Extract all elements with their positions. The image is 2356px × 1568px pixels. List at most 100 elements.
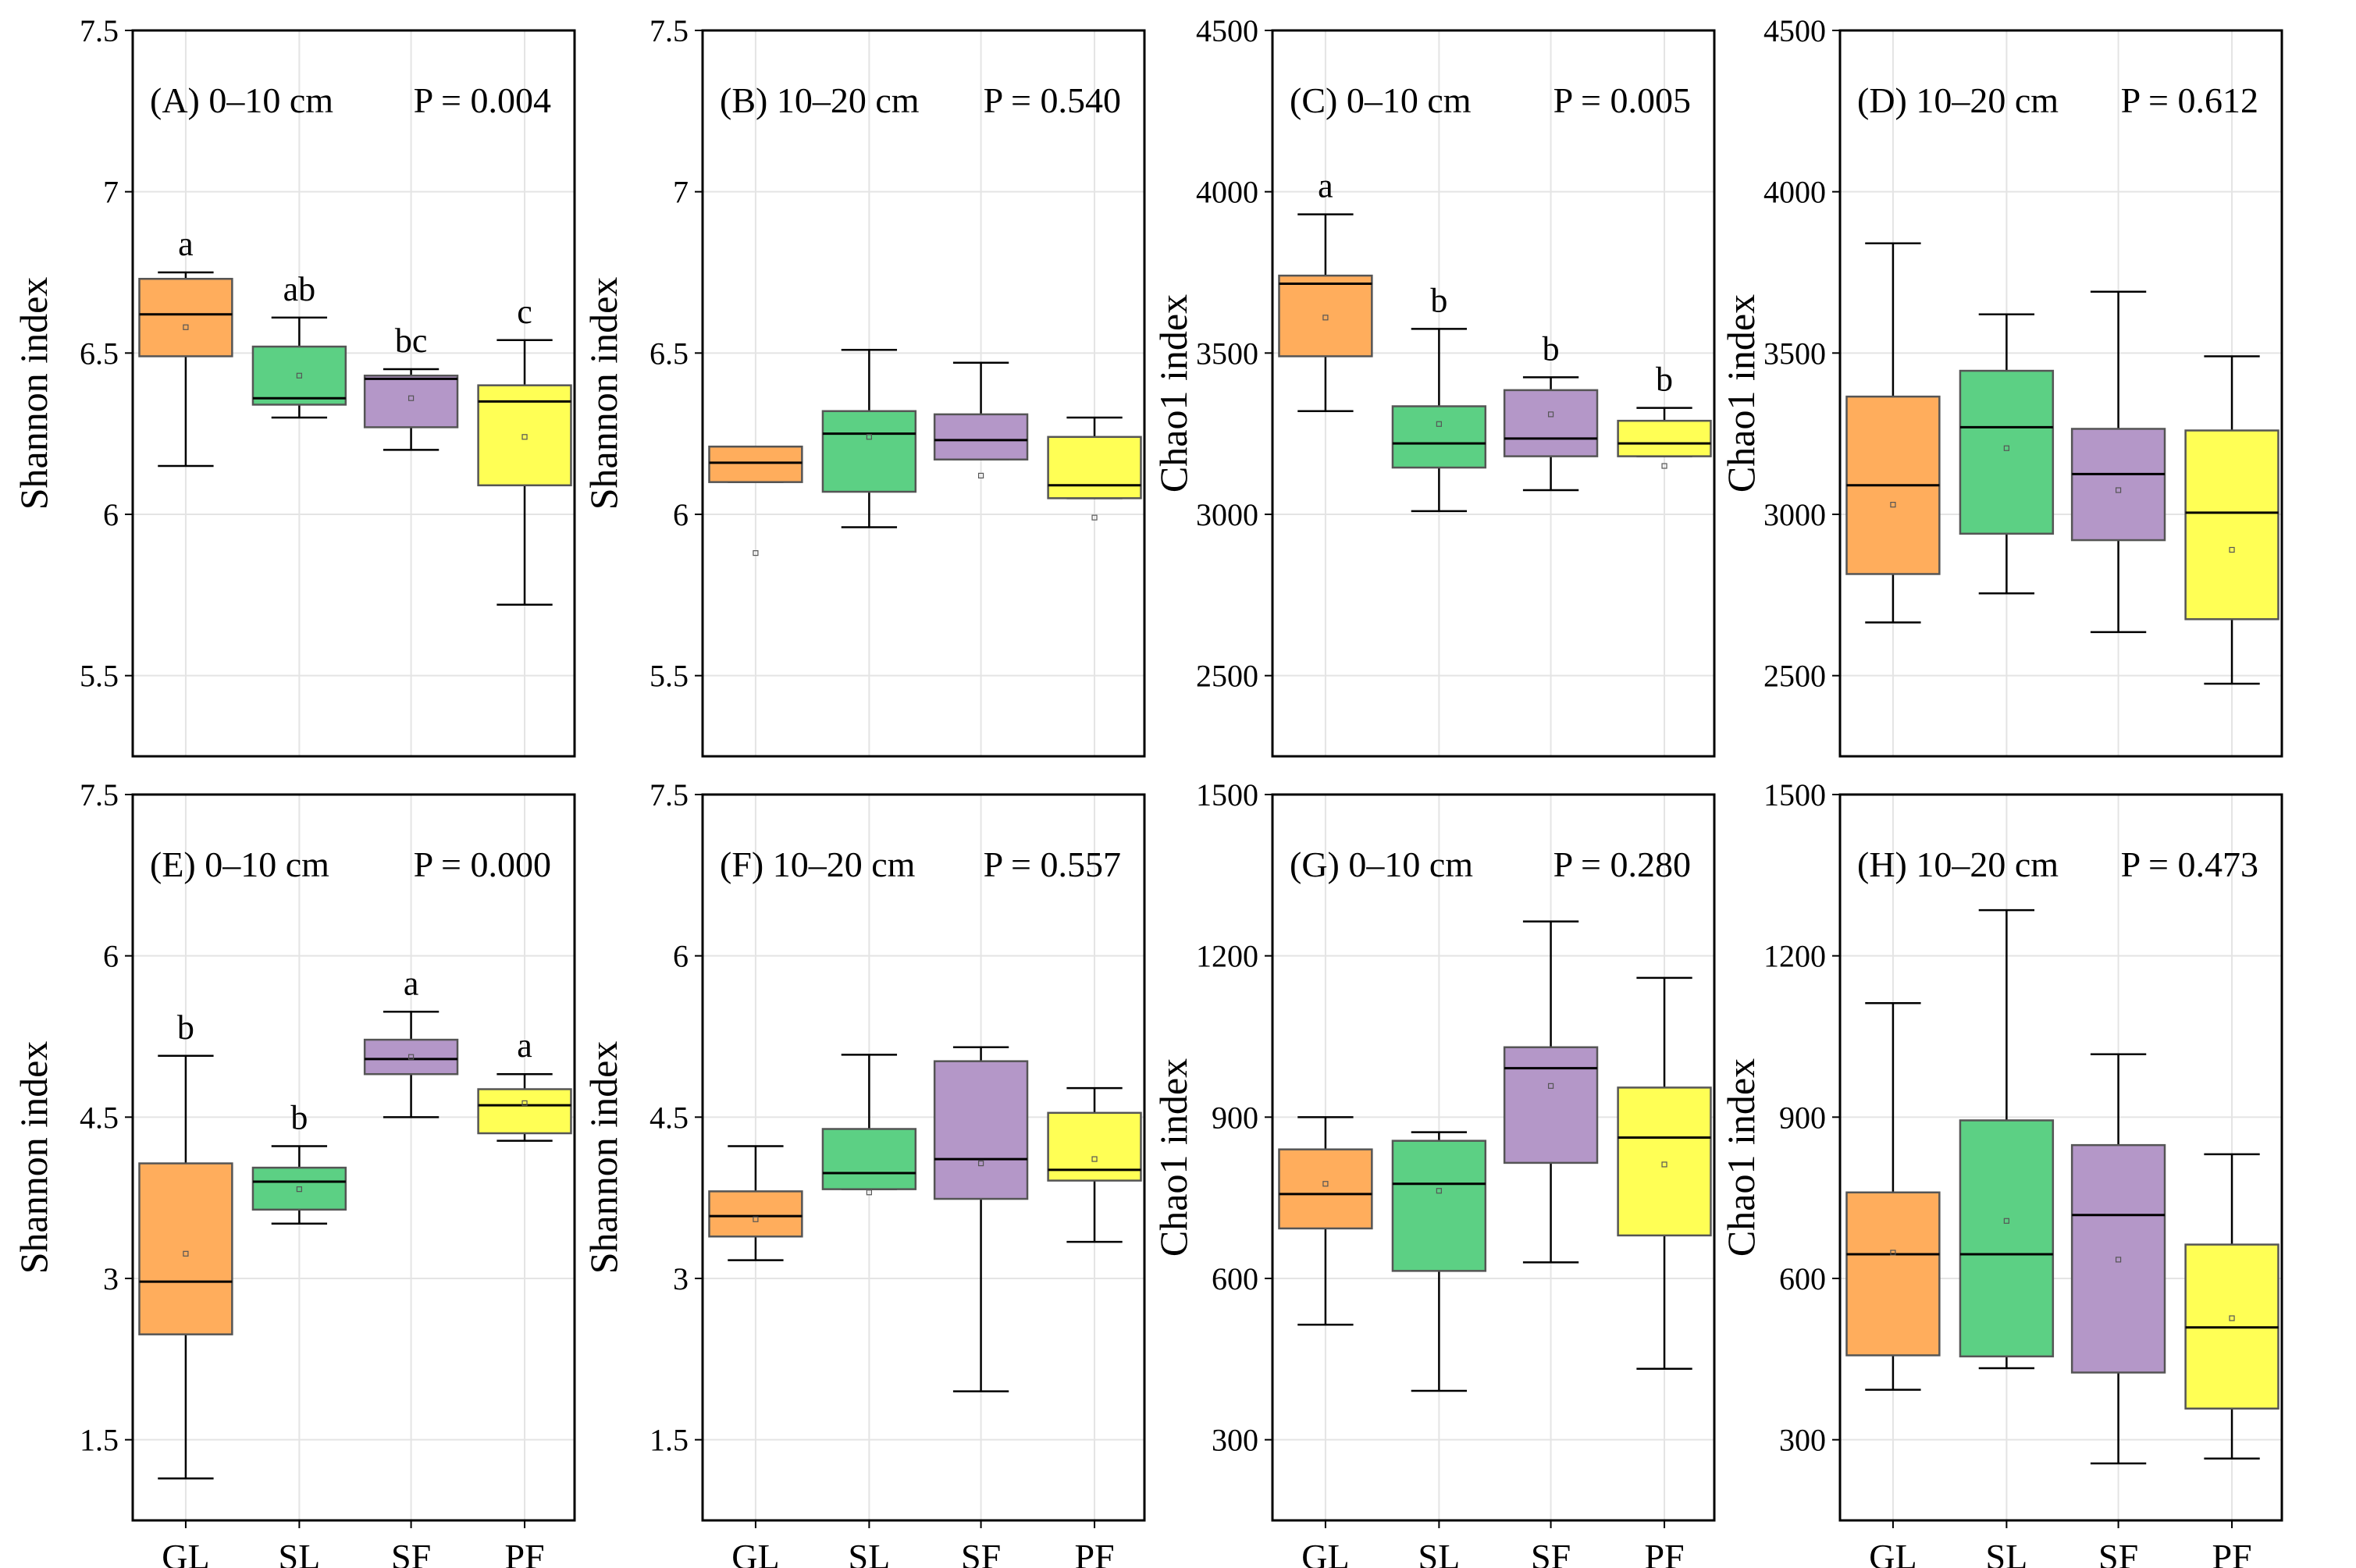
y-tick-label: 3000 xyxy=(1763,497,1826,532)
box-SL: b xyxy=(251,1099,347,1225)
box-PF xyxy=(1047,416,1142,521)
box-PF: b xyxy=(1617,361,1712,469)
p-value-label: P = 0.473 xyxy=(2121,844,2258,884)
iqr-box xyxy=(1047,436,1142,500)
x-tick-label: GL xyxy=(1869,1537,1916,1568)
significance-letter: b xyxy=(1543,329,1560,368)
y-tick-label: 4000 xyxy=(1196,175,1258,210)
y-tick-label: 600 xyxy=(1779,1261,1826,1296)
y-tick-label: 3 xyxy=(673,1261,689,1296)
y-tick-label: 900 xyxy=(1212,1100,1258,1135)
box-SL: b xyxy=(1391,281,1487,513)
x-tick-label: SF xyxy=(1531,1537,1571,1568)
iqr-box xyxy=(251,1166,347,1211)
y-tick-label: 7.5 xyxy=(80,777,119,812)
mean-marker xyxy=(977,472,984,479)
iqr-box xyxy=(363,375,459,428)
y-tick-label: 4500 xyxy=(1763,13,1826,48)
panel-A: 5.5 6 6.5 7 7.5 Shannon index (A) 0–10 cm P = 0… xyxy=(12,13,576,758)
box-PF xyxy=(2184,1153,2279,1460)
panel-C: 2500 3000 3500 4000 4500 Chao1 index (C) 0–10 … xyxy=(1151,13,1716,758)
box-SL: ab xyxy=(251,270,347,419)
y-tick-label: 6 xyxy=(673,497,689,532)
box-SF xyxy=(1503,920,1599,1264)
panel-title: (E) 0–10 cm xyxy=(150,844,329,884)
y-tick-label: 1500 xyxy=(1763,777,1826,812)
y-axis-label: Shannon index xyxy=(12,1041,55,1275)
box-SL xyxy=(821,348,917,528)
panel-B: 5.5 6 6.5 7 7.5 Shannon index (B) 10–20 cm P = … xyxy=(582,13,1146,758)
mean-marker xyxy=(296,1186,302,1193)
box-SF: a xyxy=(363,964,459,1118)
box-SF xyxy=(2070,1053,2166,1465)
significance-letter: a xyxy=(517,1026,532,1065)
iqr-box xyxy=(708,445,803,483)
iqr-box xyxy=(1391,405,1487,469)
iqr-box xyxy=(1391,1140,1487,1272)
p-value-label: P = 0.004 xyxy=(414,80,551,120)
significance-letter: a xyxy=(404,964,419,1002)
iqr-box xyxy=(2184,429,2279,620)
x-tick-label: SL xyxy=(1418,1537,1461,1568)
p-value-label: P = 0.005 xyxy=(1553,80,1691,120)
y-tick-label: 1200 xyxy=(1763,939,1826,974)
box-PF: a xyxy=(477,1026,572,1142)
iqr-box xyxy=(2070,428,2166,542)
mean-marker xyxy=(2115,1257,2122,1263)
panel-F: 1.5 3 4.5 6 7.5 Shannon index (F) 10–20 cm P = … xyxy=(582,777,1146,1568)
iqr-box xyxy=(1278,274,1373,357)
y-tick-label: 3000 xyxy=(1196,497,1258,532)
p-value-label: P = 0.000 xyxy=(414,844,551,884)
iqr-box xyxy=(138,1162,233,1335)
y-tick-label: 6 xyxy=(103,939,119,974)
x-tick-label: PF xyxy=(1644,1537,1684,1568)
panel-D: 2500 3000 3500 4000 4500 Chao1 index (D) 10–20… xyxy=(1719,13,2283,758)
y-tick-label: 4500 xyxy=(1196,13,1258,48)
p-value-label: P = 0.540 xyxy=(984,80,1121,120)
mean-marker xyxy=(2003,445,2009,451)
y-tick-label: 4.5 xyxy=(80,1100,119,1135)
x-tick-label: SF xyxy=(961,1537,1001,1568)
box-SF xyxy=(933,361,1029,479)
significance-letter: a xyxy=(1318,167,1333,205)
y-axis-label: Shannon index xyxy=(12,277,55,510)
mean-marker xyxy=(753,1216,759,1222)
mean-marker xyxy=(866,1189,872,1196)
panel-title: (B) 10–20 cm xyxy=(720,80,920,120)
box-SL xyxy=(1959,908,2055,1370)
box-PF: c xyxy=(477,293,572,606)
box-GL xyxy=(1845,242,1941,624)
significance-letter: a xyxy=(178,225,194,263)
box-PF xyxy=(1617,976,1712,1370)
mean-marker xyxy=(183,1250,189,1257)
y-tick-label: 1200 xyxy=(1196,939,1258,974)
mean-marker xyxy=(296,372,302,379)
plot-frame xyxy=(131,793,576,1522)
x-tick-label: SL xyxy=(849,1537,891,1568)
y-tick-label: 1500 xyxy=(1196,777,1258,812)
iqr-box xyxy=(477,1088,572,1135)
significance-letter: b xyxy=(1430,281,1447,319)
box-GL xyxy=(708,1145,803,1261)
mean-marker xyxy=(521,1100,528,1107)
y-tick-label: 3 xyxy=(103,1261,119,1296)
y-tick-label: 2500 xyxy=(1763,659,1826,694)
box-SF: bc xyxy=(363,322,459,451)
p-value-label: P = 0.557 xyxy=(984,844,1121,884)
y-tick-label: 6 xyxy=(103,497,119,532)
mean-marker xyxy=(183,324,189,330)
x-tick-label: SL xyxy=(279,1537,321,1568)
mean-marker xyxy=(866,434,872,440)
mean-marker xyxy=(1436,421,1442,427)
x-tick-label: PF xyxy=(2212,1537,2251,1568)
panel-title: (D) 10–20 cm xyxy=(1857,80,2059,120)
y-tick-label: 7 xyxy=(673,175,689,210)
y-axis-label: Chao1 index xyxy=(1719,1058,1763,1257)
mean-marker xyxy=(1322,315,1329,321)
panel-title: (A) 0–10 cm xyxy=(150,80,333,120)
x-tick-label: GL xyxy=(162,1537,209,1568)
mean-marker xyxy=(1661,1161,1667,1168)
box-GL xyxy=(708,445,803,556)
mean-marker xyxy=(1436,1188,1442,1194)
